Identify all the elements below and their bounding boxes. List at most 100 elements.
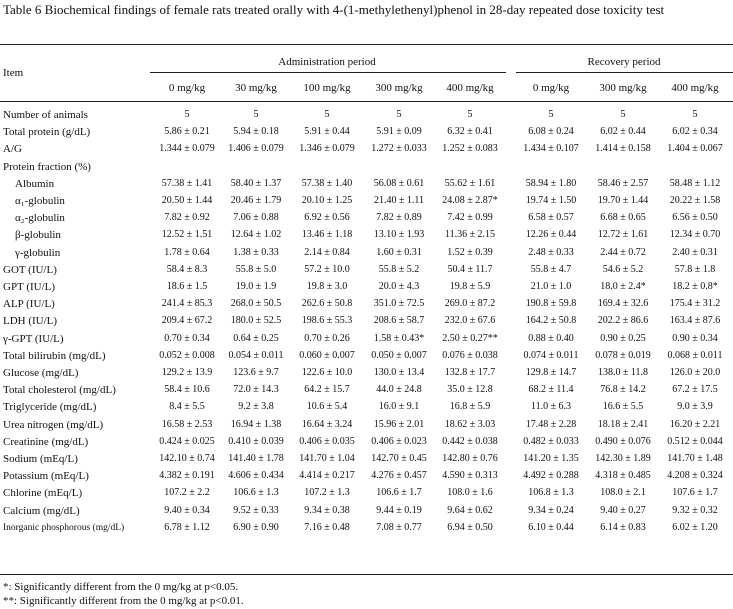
row-label: Total cholesterol (mg/dL)	[3, 384, 116, 397]
group-rule	[150, 72, 506, 73]
cell: 0.060 ± 0.007	[299, 349, 355, 361]
cell: 18.62 ± 3.03	[444, 418, 496, 430]
cell: 129.8 ± 14.7	[525, 367, 577, 378]
cell: 5	[253, 109, 259, 120]
cell: 9.34 ± 0.38	[304, 504, 350, 516]
cell: 180.0 ± 52.5	[230, 315, 282, 327]
cell: 19.0 ± 1.9	[235, 281, 277, 292]
cell: 141.70 ± 1.04	[299, 453, 355, 464]
cell: 241.4 ± 85.3	[161, 298, 213, 310]
cell: 55.62 ± 1.61	[444, 177, 496, 189]
row-label: Triglyceride (mg/dL)	[3, 401, 97, 414]
cell: 4.492 ± 0.288	[523, 470, 579, 482]
cell: 21.40 ± 1.11	[373, 195, 425, 206]
row-label: Number of animals	[3, 109, 88, 121]
cell: 19.8 ± 5.9	[449, 281, 491, 292]
cell: 6.08 ± 0.24	[528, 126, 574, 138]
cell: 44.0 ± 24.8	[376, 384, 422, 396]
cell: 107.2 ± 2.2	[164, 487, 210, 499]
cell: 12.34 ± 0.70	[669, 229, 721, 241]
cell: 0.482 ± 0.033	[523, 435, 579, 447]
cell: 142.30 ± 1.89	[595, 453, 651, 464]
cell: 19.74 ± 1.50	[525, 195, 577, 206]
cell: 141.20 ± 1.35	[523, 453, 579, 464]
cell: 5.91 ± 0.09	[376, 126, 422, 138]
cell: 6.02 ± 1.20	[672, 521, 718, 533]
row-label: Albumin	[15, 177, 55, 190]
cell: 16.6 ± 5.5	[602, 401, 644, 413]
cell: 1.434 ± 0.107	[523, 143, 579, 155]
cell: 0.442 ± 0.038	[442, 435, 498, 447]
cell: 142.70 ± 0.45	[371, 453, 427, 464]
cell: 6.02 ± 0.44	[600, 126, 646, 138]
cell: 0.88 ± 0.40	[528, 332, 574, 344]
cell: 163.4 ± 87.6	[669, 315, 721, 327]
cell: 208.6 ± 58.7	[373, 315, 425, 327]
cell: 57.38 ± 1.41	[161, 177, 213, 189]
cell: 5	[396, 109, 402, 120]
cell: 190.8 ± 59.8	[525, 298, 577, 310]
row-label: Creatinine (mg/dL)	[3, 435, 89, 448]
group-rule	[516, 72, 733, 73]
row-label: Sodium (mEq/L)	[3, 453, 78, 465]
cell: 76.8 ± 14.2	[600, 384, 646, 396]
cell: 15.96 ± 2.01	[373, 418, 425, 430]
cell: 0.70 ± 0.34	[164, 332, 210, 344]
bottom-rule	[0, 574, 733, 575]
row-label: Urea nitrogen (mg/dL)	[3, 418, 104, 431]
cell: 9.64 ± 0.62	[447, 504, 493, 516]
row-label: Protein fraction (%)	[3, 160, 91, 173]
row-label: ALP (IU/L)	[3, 298, 55, 311]
cell: 107.2 ± 1.3	[304, 487, 350, 499]
cell: 6.92 ± 0.56	[304, 212, 350, 224]
cell: 2.40 ± 0.31	[672, 246, 718, 258]
cell: 58.4 ± 10.6	[164, 384, 210, 396]
cell: 9.34 ± 0.24	[528, 504, 574, 516]
cell: 12.52 ± 1.51	[161, 229, 213, 241]
cell: 269.0 ± 87.2	[444, 298, 496, 310]
cell: 12.26 ± 0.44	[525, 229, 577, 241]
cell: 0.90 ± 0.34	[672, 332, 718, 344]
row-label: Glucose (mg/dL)	[3, 367, 79, 379]
cell: 1.272 ± 0.033	[371, 143, 427, 155]
cell: 58.4 ± 8.3	[166, 263, 208, 275]
cell: 0.90 ± 0.25	[600, 332, 646, 344]
cell: 16.94 ± 1.38	[230, 418, 282, 430]
cell: 9.40 ± 0.34	[164, 504, 210, 516]
cell: 6.56 ± 0.50	[672, 212, 718, 224]
cell: 122.6 ± 10.0	[301, 367, 353, 378]
cell: 6.10 ± 0.44	[528, 521, 574, 533]
cell: 20.22 ± 1.58	[669, 195, 721, 206]
row-label: γ-GPT (IU/L)	[3, 332, 64, 345]
cell: 7.82 ± 0.92	[164, 212, 210, 224]
cell: 64.2 ± 15.7	[304, 384, 350, 396]
cell: 1.346 ± 0.079	[299, 143, 355, 155]
cell: 18.6 ± 1.5	[166, 281, 208, 292]
cell: 0.076 ± 0.038	[442, 349, 498, 361]
cell: 55.8 ± 4.7	[530, 263, 572, 275]
cell: 107.6 ± 1.7	[672, 487, 718, 499]
dose-header: 400 mg/kg	[446, 82, 494, 94]
cell: 68.2 ± 11.4	[528, 384, 574, 396]
cell: 142.80 ± 0.76	[442, 453, 498, 464]
cell: 232.0 ± 67.6	[444, 315, 496, 327]
cell: 126.0 ± 20.0	[669, 367, 721, 378]
cell: 5	[324, 109, 330, 120]
dose-header: 100 mg/kg	[303, 82, 351, 94]
cell: 21.0 ± 1.0	[530, 281, 572, 292]
cell: 4.590 ± 0.313	[442, 470, 498, 482]
cell: 57.8 ± 1.8	[674, 263, 716, 275]
cell: 1.414 ± 0.158	[595, 143, 651, 155]
cell: 54.6 ± 5.2	[602, 263, 644, 275]
dose-header: 400 mg/kg	[671, 82, 719, 94]
cell: 35.0 ± 12.8	[447, 384, 493, 396]
cell: 1.406 ± 0.079	[228, 143, 284, 155]
cell: 58.94 ± 1.80	[525, 177, 577, 189]
cell: 5	[548, 109, 554, 120]
row-label: Inorganic phosphorous (mg/dL)	[3, 522, 125, 533]
cell: 262.6 ± 50.8	[301, 298, 353, 310]
header-rule	[0, 101, 733, 102]
cell: 1.344 ± 0.079	[159, 143, 215, 155]
cell: 58.48 ± 1.12	[669, 177, 721, 189]
